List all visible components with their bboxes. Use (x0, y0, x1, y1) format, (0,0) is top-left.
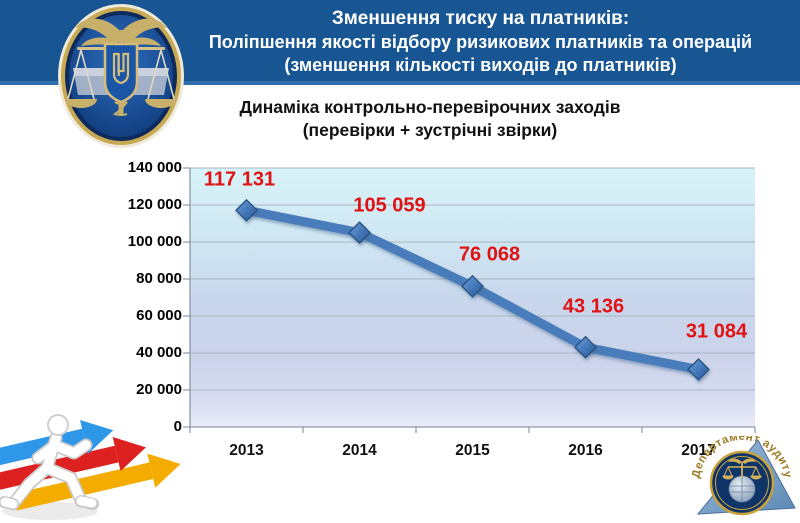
data-point-marker (461, 274, 484, 298)
fiscal-service-logo-icon (58, 4, 184, 148)
x-tick-label: 2016 (568, 442, 603, 459)
data-point-marker (235, 198, 258, 222)
data-label: 117 131 (203, 168, 276, 191)
y-tick-label: 100 000 (127, 233, 182, 250)
running-man-arrows-icon (0, 414, 181, 520)
data-label: 105 059 (353, 194, 426, 217)
header-title-line2: Поліпшення якості відбору ризикових плат… (208, 32, 753, 52)
data-label: 76 068 (458, 243, 521, 266)
data-label: 31 084 (685, 320, 748, 343)
audit-department-stamp: Департамент аудиту (690, 436, 796, 516)
line-chart: 0 20 000 40 000 60 000 80 000 100 000 120 000 1… (0, 150, 800, 523)
y-tick-label: 140 000 (127, 159, 182, 176)
y-tick-label: 40 000 (136, 344, 182, 361)
chart-title: Динаміка контрольно-перевірочних заходів… (100, 96, 760, 142)
data-point-marker (574, 335, 597, 359)
y-tick-label: 120 000 (127, 196, 182, 213)
y-tick-label: 60 000 (136, 307, 182, 324)
y-tick-label: 20 000 (136, 381, 182, 398)
data-point-marker (348, 221, 371, 245)
y-tick-label: 80 000 (136, 270, 182, 287)
data-label: 43 136 (562, 295, 625, 318)
chart-title-line1: Динаміка контрольно-перевірочних заходів (239, 97, 621, 117)
x-tick-label: 2017 (681, 442, 716, 459)
header-title: Зменшення тиску на платників: Поліпшення… (165, 7, 796, 77)
chart-plot (183, 167, 756, 433)
x-tick-label: 2014 (342, 442, 377, 459)
header-title-line3: (зменшення кількості виходів до платникі… (284, 55, 677, 75)
data-point-marker (687, 358, 710, 381)
chart-title-line2: (перевірки + зустрічні звірки) (302, 120, 558, 140)
header-title-line1: Зменшення тиску на платників: (331, 8, 630, 29)
x-tick-label: 2015 (455, 442, 490, 459)
x-tick-label: 2013 (229, 442, 264, 459)
y-tick-label: 0 (173, 418, 182, 435)
